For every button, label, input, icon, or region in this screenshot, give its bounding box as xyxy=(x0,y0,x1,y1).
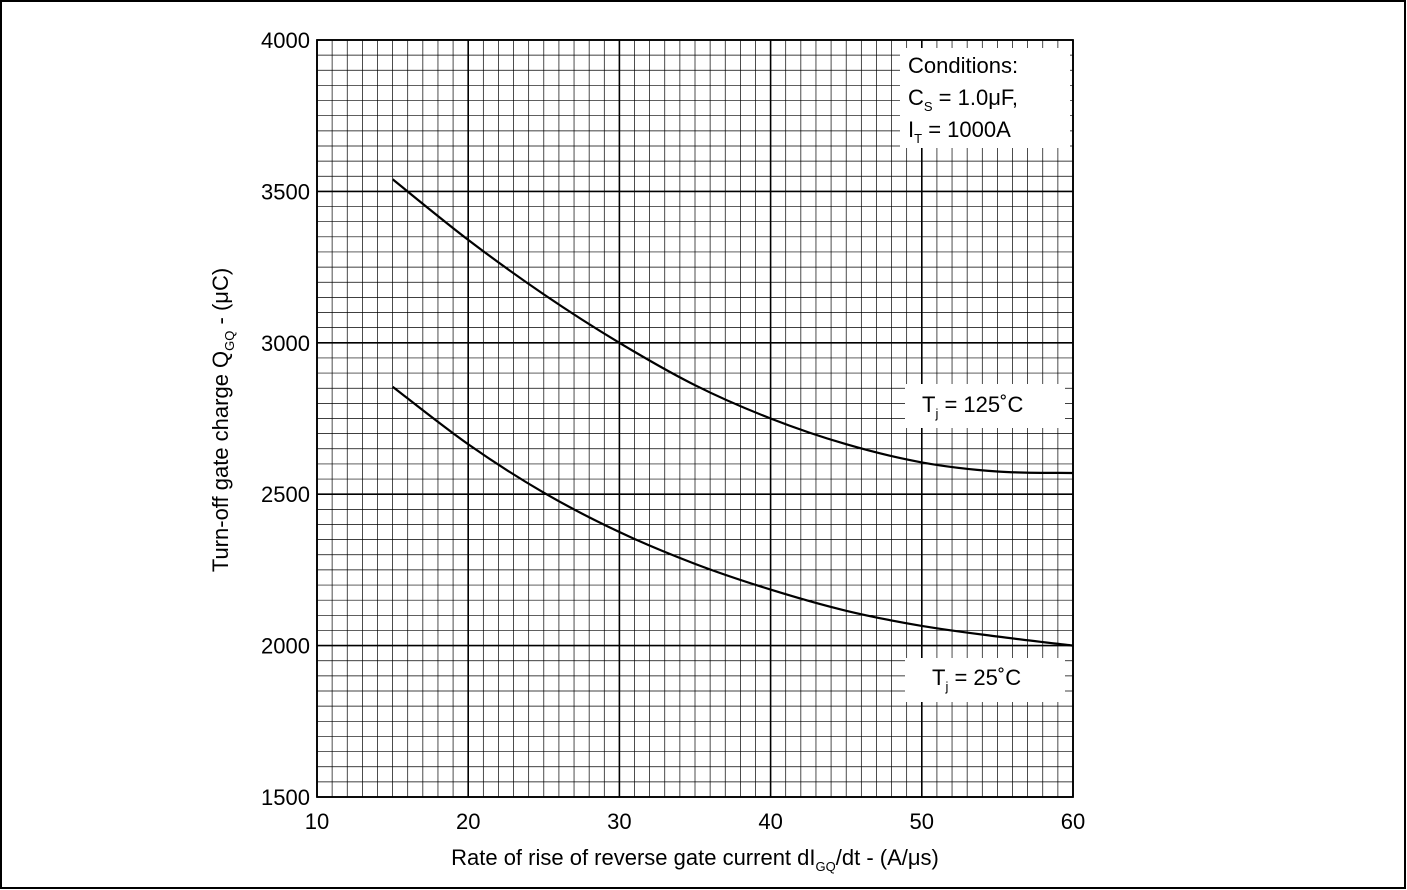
conditions-title: Conditions: xyxy=(908,53,1018,78)
series-lines xyxy=(391,178,1074,647)
conditions-background xyxy=(900,48,1070,148)
series-label-25c-text: Tj = 25˚C xyxy=(932,665,1021,694)
x-axis-title: Rate of rise of reverse gate current dIG… xyxy=(451,845,939,874)
tick-labels: 10 20 30 40 50 60 1500 2000 2500 3000 3500 4000 xyxy=(261,28,1085,834)
series-label-25c-background xyxy=(905,658,1065,702)
plot-border xyxy=(316,39,1074,798)
x-tick-label: 60 xyxy=(1061,809,1085,834)
series-label-125c-background xyxy=(905,384,1065,428)
conditions-capacitance: CS = 1.0μF, xyxy=(908,85,1018,114)
series-line-0 xyxy=(391,178,1074,475)
x-tick-label: 50 xyxy=(910,809,934,834)
y-tick-label: 1500 xyxy=(261,785,310,810)
series-label-125c-text: Tj = 125˚C xyxy=(922,392,1023,421)
x-tick-label: 20 xyxy=(456,809,480,834)
y-axis-title: Turn-off gate charge QGQ - (μC) xyxy=(208,268,237,572)
y-tick-label: 3500 xyxy=(261,179,310,204)
x-tick-label: 10 xyxy=(305,809,329,834)
x-tick-label: 30 xyxy=(607,809,631,834)
series-label-125c: Tj = 125˚C xyxy=(905,384,1065,428)
y-tick-label: 2000 xyxy=(261,634,310,659)
x-tick-label: 40 xyxy=(758,809,782,834)
y-tick-label: 4000 xyxy=(261,28,310,53)
y-tick-label: 3000 xyxy=(261,331,310,356)
conditions-current: IT = 1000A xyxy=(908,117,1011,146)
series-label-25c: Tj = 25˚C xyxy=(905,658,1065,702)
conditions-annotation: Conditions: CS = 1.0μF, IT = 1000A xyxy=(900,48,1070,148)
y-tick-label: 2500 xyxy=(261,482,310,507)
series-line-1 xyxy=(391,385,1074,647)
